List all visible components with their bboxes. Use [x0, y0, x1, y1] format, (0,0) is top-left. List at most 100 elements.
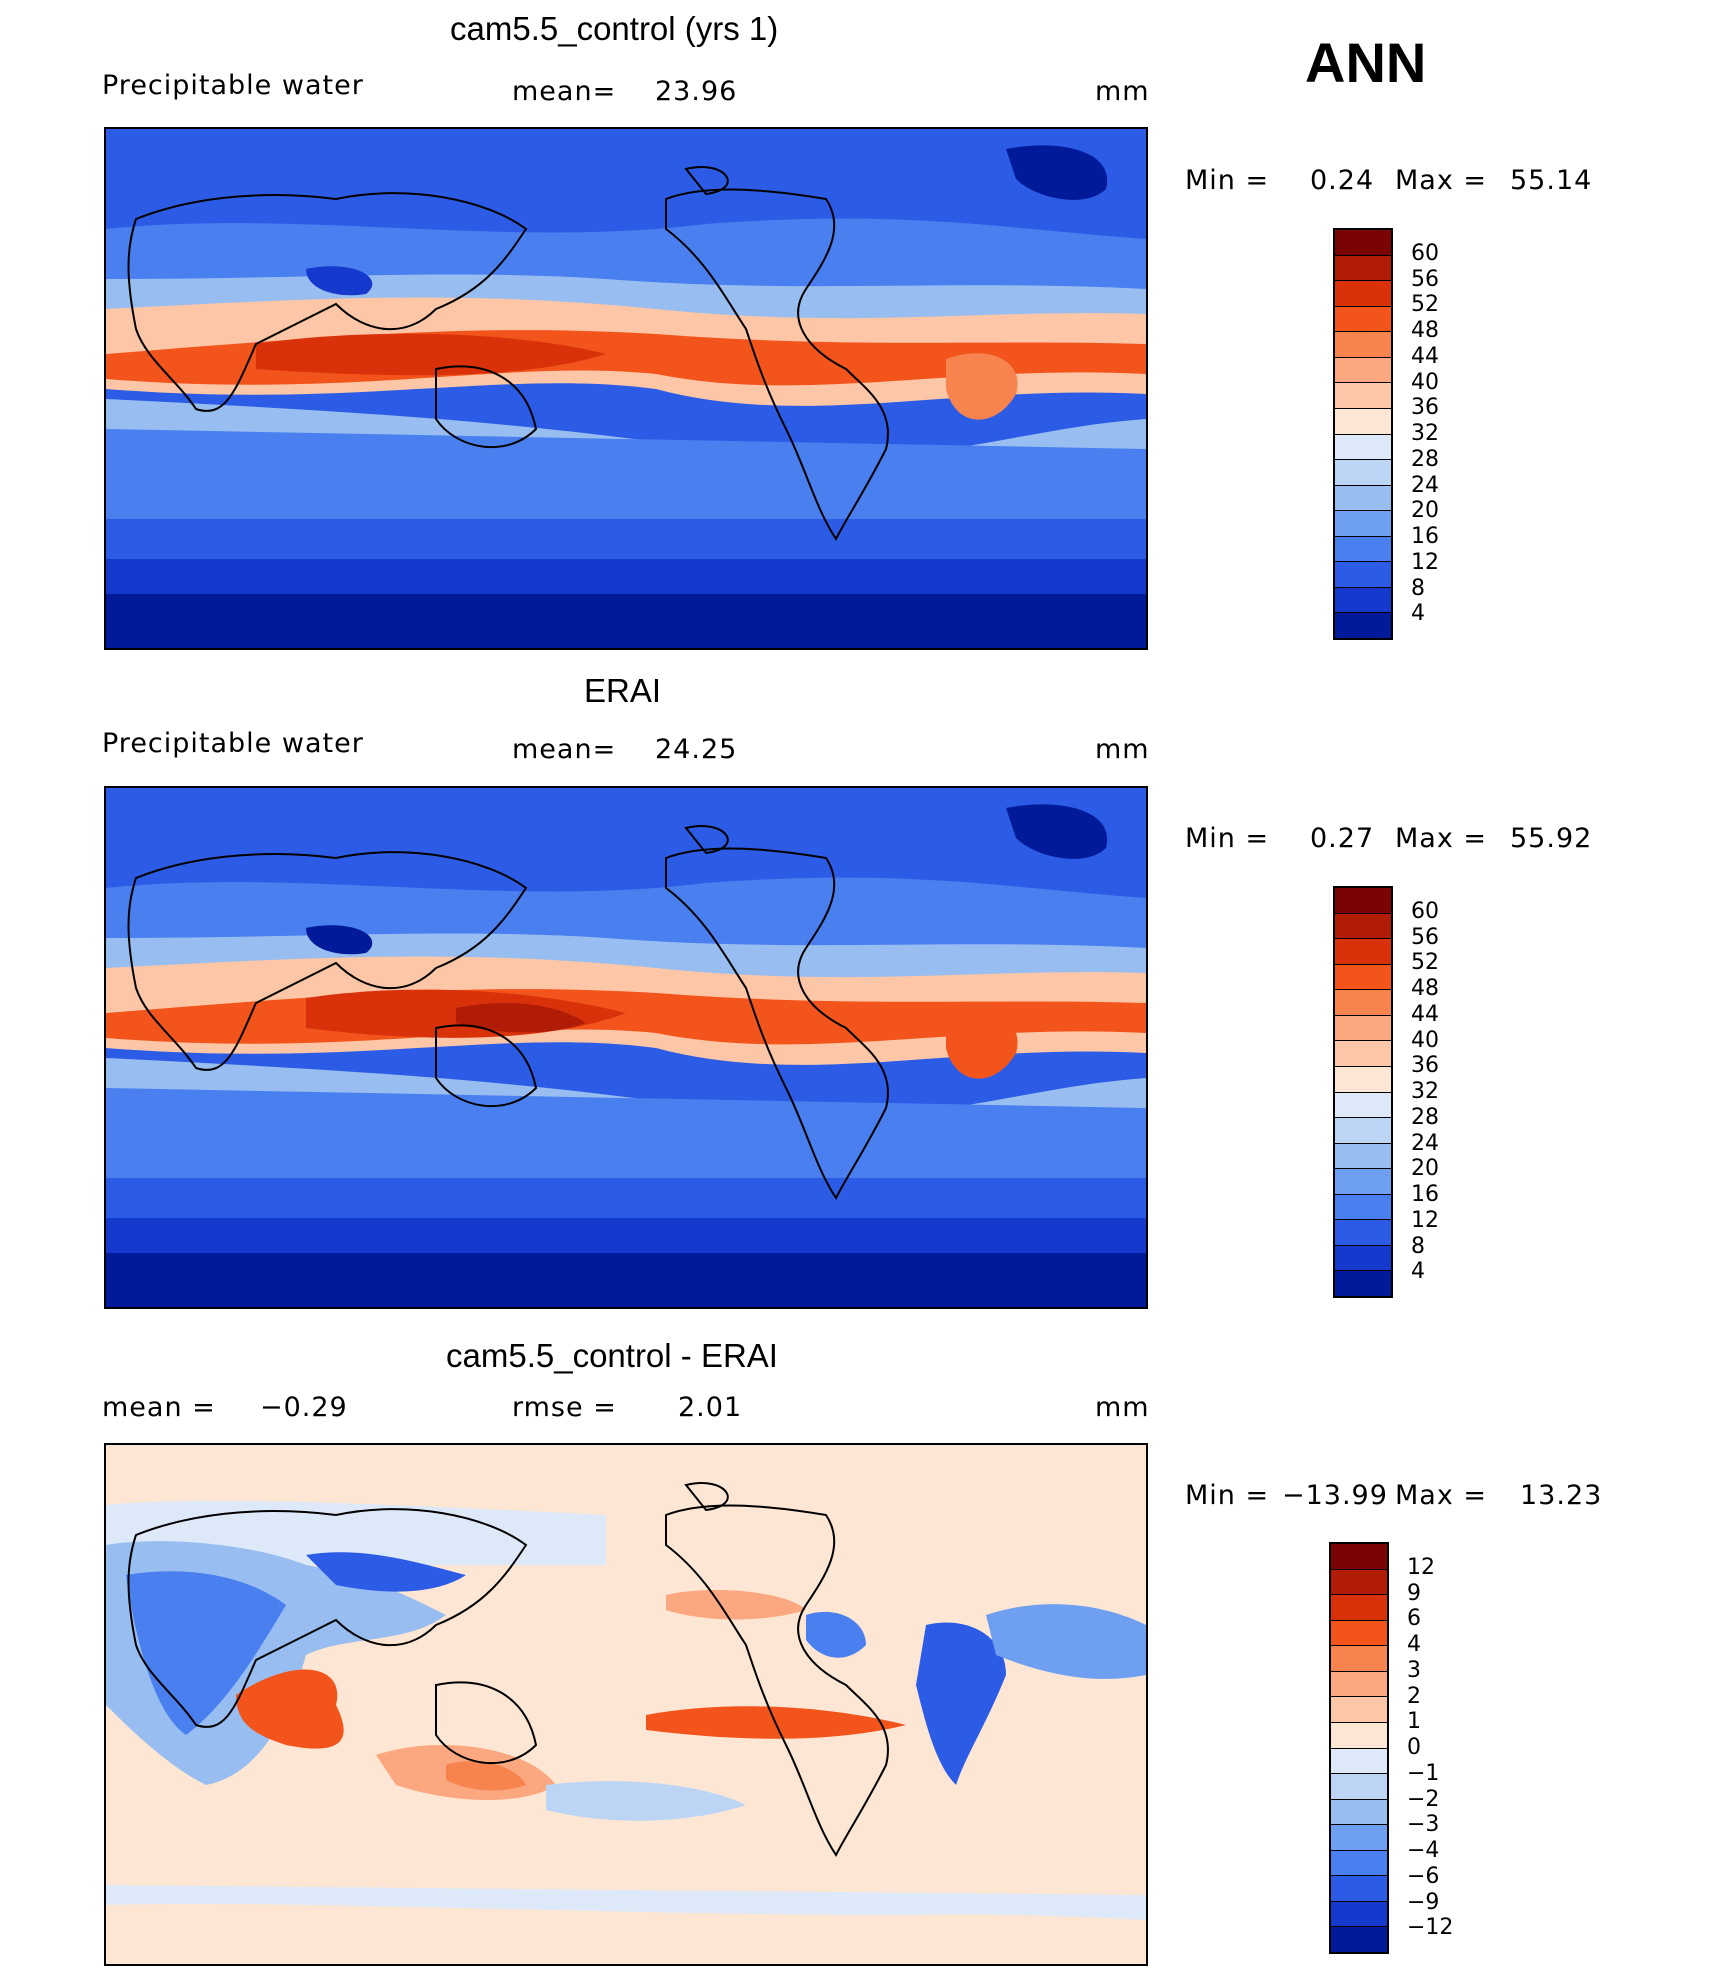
colorbar-tick-label: 28	[1411, 1104, 1439, 1130]
panel-3-rmse-value: 2.01	[678, 1392, 743, 1423]
colorbar-tick-label: 1	[1407, 1709, 1421, 1735]
colorbar-tick-label: −9	[1407, 1889, 1440, 1915]
panel-3-min-value: −13.99	[1282, 1480, 1388, 1511]
colorbar-segment	[1331, 1927, 1387, 1952]
colorbar-tick-label: 36	[1411, 1053, 1439, 1079]
colorbar-segment	[1335, 230, 1391, 256]
colorbar-segment	[1335, 613, 1391, 638]
colorbar-segment	[1335, 434, 1391, 461]
colorbar-segment	[1335, 1143, 1391, 1170]
colorbar-segment	[1335, 964, 1391, 991]
colorbar-segment	[1335, 587, 1391, 614]
colorbar-segment	[1331, 1825, 1387, 1851]
colorbar-tick-label: 4	[1411, 601, 1425, 627]
colorbar-tick-label: −4	[1407, 1838, 1440, 1863]
colorbar-segment	[1335, 562, 1391, 588]
colorbar-tick-label: 24	[1411, 472, 1439, 498]
panel-3-max-label: Max =	[1395, 1480, 1488, 1511]
colorbar-segment	[1335, 511, 1391, 537]
colorbar-segment	[1335, 1066, 1391, 1093]
panel-2-mean-label: mean=	[512, 734, 617, 765]
colorbar-tick-label: 52	[1411, 292, 1439, 318]
season-label: ANN	[1305, 31, 1427, 94]
panel-1-mean-value: 23.96	[655, 76, 738, 107]
colorbar-box	[1329, 1542, 1389, 1954]
colorbar-segment	[1335, 306, 1391, 333]
colorbar-segment	[1335, 485, 1391, 512]
colorbar-segment	[1331, 1595, 1387, 1621]
colorbar-segment	[1331, 1748, 1387, 1775]
colorbar-segment	[1331, 1774, 1387, 1800]
panel-1-units: mm	[1095, 76, 1150, 107]
colorbar-tick-label: 60	[1411, 898, 1439, 924]
colorbar-tick-label: 48	[1411, 976, 1439, 1001]
colorbar-tick-label: 48	[1411, 318, 1439, 343]
panel-1-colorbar: 60 56 52 48 44 40 36 32 28 24 20 16 12 8 4	[1333, 228, 1439, 640]
colorbar-segment	[1335, 332, 1391, 358]
panel-2-mean-value: 24.25	[655, 734, 738, 765]
panel-2-max-value: 55.92	[1510, 823, 1593, 854]
panel-1-min-value: 0.24	[1310, 165, 1375, 196]
panel-3-max-value: 13.23	[1520, 1480, 1603, 1511]
colorbar-tick-label: 40	[1411, 1027, 1439, 1053]
colorbar-segment	[1335, 1041, 1391, 1067]
panel-3-map	[104, 1443, 1148, 1966]
colorbar-tick-label: 28	[1411, 446, 1439, 472]
panel-1-mean-label: mean=	[512, 76, 617, 107]
colorbar-tick-label: 36	[1411, 395, 1439, 421]
colorbar-tick-label: 12	[1411, 1207, 1439, 1233]
panel-1-field-plot	[106, 129, 1146, 648]
panel-3-units: mm	[1095, 1392, 1150, 1423]
panel-3-title: cam5.5_control - ERAI	[446, 1337, 778, 1374]
colorbar-segment	[1335, 1015, 1391, 1042]
colorbar-tick-label: 32	[1411, 421, 1439, 446]
colorbar-tick-label: 6	[1407, 1606, 1421, 1632]
colorbar-segment	[1335, 939, 1391, 965]
panel-2-max-label: Max =	[1395, 823, 1488, 854]
colorbar-segment	[1335, 357, 1391, 384]
panel-2-colorbar: 60 56 52 48 44 40 36 32 28 24 20 16 12 8 4	[1333, 886, 1439, 1298]
colorbar-tick-label: −12	[1407, 1915, 1454, 1941]
colorbar-segment	[1335, 990, 1391, 1016]
colorbar-tick-label: 60	[1411, 240, 1439, 266]
colorbar-segment	[1335, 383, 1391, 409]
colorbar-segment	[1335, 1194, 1391, 1221]
colorbar-segment	[1335, 1169, 1391, 1195]
colorbar-tick-label: 2	[1407, 1683, 1421, 1709]
colorbar-segment	[1331, 1646, 1387, 1672]
colorbar-tick-label: 12	[1407, 1554, 1435, 1580]
colorbar-tick-label: 0	[1407, 1735, 1421, 1760]
panel-3-mean-label: mean =	[102, 1392, 216, 1423]
colorbar-segment	[1331, 1620, 1387, 1647]
colorbar-tick-label: 20	[1411, 1156, 1439, 1182]
panel-3-field-plot	[106, 1445, 1146, 1964]
panel-1-max-value: 55.14	[1510, 165, 1593, 196]
colorbar-segment	[1331, 1901, 1387, 1928]
colorbar-segment	[1331, 1876, 1387, 1902]
colorbar-tick-label: 8	[1411, 575, 1425, 601]
colorbar-tick-label: 20	[1411, 498, 1439, 524]
colorbar-tick-label: 24	[1411, 1130, 1439, 1156]
colorbar-tick-label: 9	[1407, 1580, 1421, 1606]
colorbar-tick-label: −3	[1407, 1812, 1440, 1838]
panel-1-min-label: Min =	[1185, 165, 1270, 196]
panel-2-min-value: 0.27	[1310, 823, 1375, 854]
colorbar-tick-label: 16	[1411, 524, 1439, 549]
colorbar-segment	[1335, 1118, 1391, 1144]
panel-1-title: cam5.5_control (yrs 1)	[450, 10, 779, 47]
colorbar-tick-label: 56	[1411, 266, 1439, 292]
panel-3-rmse-label: rmse =	[512, 1392, 617, 1423]
panel-3-mean-value: −0.29	[260, 1392, 348, 1423]
panel-3-colorbar: 12 9 6 4 3 2 1 0 −1 −2 −3 −4 −6 −9 −12	[1329, 1542, 1453, 1954]
colorbar-tick-label: 12	[1411, 549, 1439, 575]
colorbar-tick-label: −2	[1407, 1786, 1440, 1812]
colorbar-tick-label: 3	[1407, 1657, 1421, 1683]
colorbar-tick-label: 40	[1411, 369, 1439, 395]
colorbar-segment	[1335, 281, 1391, 307]
panel-2-map	[104, 786, 1148, 1309]
colorbar-segment	[1335, 913, 1391, 940]
colorbar-tick-label: 32	[1411, 1079, 1439, 1104]
colorbar-box	[1333, 228, 1393, 640]
colorbar-tick-label: 52	[1411, 950, 1439, 976]
colorbar-tick-label: 16	[1411, 1182, 1439, 1207]
